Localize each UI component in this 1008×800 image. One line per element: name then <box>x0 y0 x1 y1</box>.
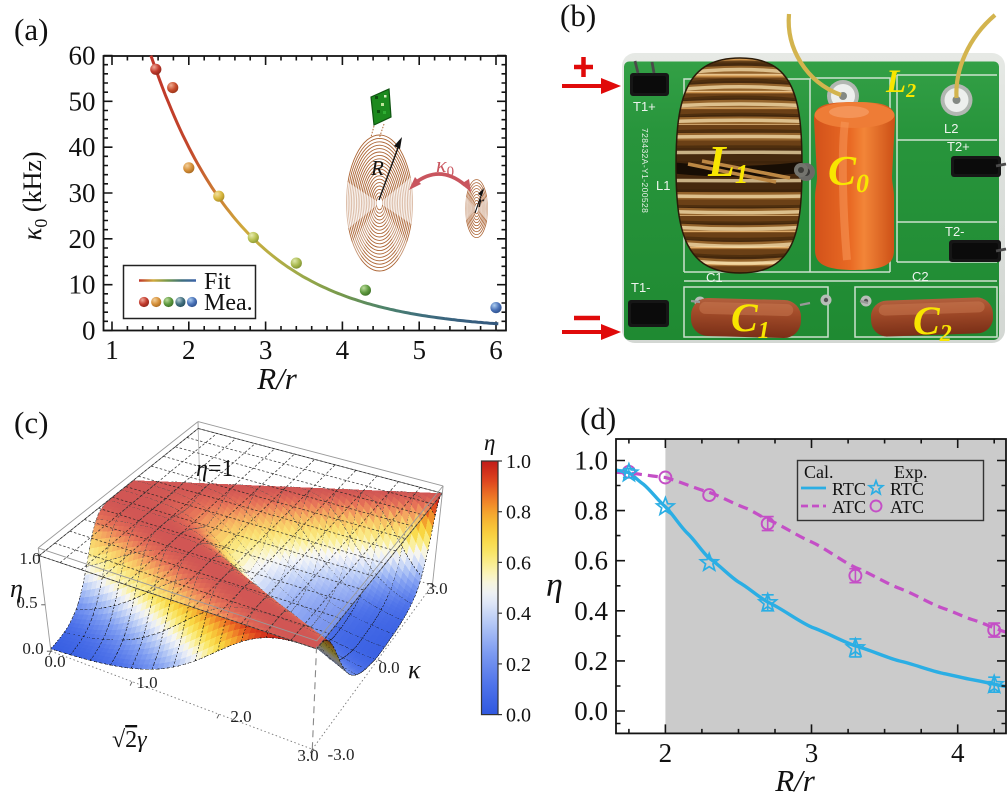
svg-text:r: r <box>478 194 485 211</box>
svg-text:1.0: 1.0 <box>506 451 531 473</box>
svg-text:50: 50 <box>69 86 96 116</box>
svg-text:T2+: T2+ <box>947 139 970 154</box>
svg-text:(a): (a) <box>14 12 48 47</box>
svg-text:η=1: η=1 <box>196 456 233 482</box>
svg-text:κ0 (kHz): κ0 (kHz) <box>17 151 51 240</box>
svg-text:0.6: 0.6 <box>506 552 531 574</box>
svg-text:0.4: 0.4 <box>574 596 608 626</box>
svg-text:(b): (b) <box>560 0 596 33</box>
svg-text:ATC: ATC <box>890 497 924 517</box>
svg-text:2: 2 <box>182 335 196 365</box>
svg-text:3: 3 <box>259 335 273 365</box>
svg-text:L1: L1 <box>656 178 670 193</box>
svg-text:Mea.: Mea. <box>204 290 253 316</box>
svg-text:η: η <box>484 430 495 455</box>
svg-text:-3.0: -3.0 <box>328 745 355 764</box>
svg-text:R/r: R/r <box>774 763 816 798</box>
svg-text:RTC: RTC <box>832 479 866 499</box>
svg-text:0.2: 0.2 <box>506 654 531 676</box>
svg-text:0.0: 0.0 <box>378 658 399 677</box>
svg-text:L2: L2 <box>944 121 958 136</box>
svg-text:η: η <box>10 574 23 603</box>
svg-text:RTC: RTC <box>890 479 924 499</box>
svg-text:C2: C2 <box>912 269 929 284</box>
svg-text:2: 2 <box>659 738 673 768</box>
svg-text:40: 40 <box>69 132 96 162</box>
svg-text:T1+: T1+ <box>633 99 656 114</box>
svg-text:Fit: Fit <box>204 269 231 295</box>
svg-text:60: 60 <box>69 41 96 71</box>
svg-text:1.0: 1.0 <box>19 549 40 568</box>
svg-text:30: 30 <box>69 178 96 208</box>
svg-text:0.2: 0.2 <box>574 646 608 676</box>
svg-text:6: 6 <box>489 335 503 365</box>
svg-text:728432A-Y1-200528: 728432A-Y1-200528 <box>640 128 650 213</box>
svg-text:(c): (c) <box>14 405 48 440</box>
svg-text:ATC: ATC <box>832 497 866 517</box>
svg-text:L2: L2 <box>885 64 916 102</box>
svg-text:T1-: T1- <box>631 280 651 295</box>
svg-text:0.8: 0.8 <box>506 502 531 524</box>
svg-text:R/r: R/r <box>256 361 298 396</box>
svg-text:5: 5 <box>412 335 426 365</box>
svg-text:0.0: 0.0 <box>44 652 65 671</box>
svg-text:1: 1 <box>105 335 119 365</box>
svg-text:4: 4 <box>951 738 965 768</box>
svg-text:κ: κ <box>408 655 421 684</box>
svg-text:0.6: 0.6 <box>574 546 608 576</box>
svg-text:4: 4 <box>336 335 350 365</box>
svg-text:2.0: 2.0 <box>230 707 251 726</box>
svg-text:3.0: 3.0 <box>297 746 318 765</box>
svg-text:T2-: T2- <box>945 224 965 239</box>
svg-text:10: 10 <box>69 270 96 300</box>
svg-text:Cal.: Cal. <box>804 462 834 482</box>
svg-text:C1: C1 <box>706 270 723 285</box>
svg-text:0: 0 <box>82 316 96 346</box>
svg-text:1.0: 1.0 <box>136 673 157 692</box>
svg-text:0.0: 0.0 <box>506 705 531 727</box>
svg-text:0.8: 0.8 <box>574 496 608 526</box>
svg-text:κ0: κ0 <box>436 152 454 180</box>
svg-text:0.4: 0.4 <box>506 603 531 625</box>
svg-text:√2γ: √2γ <box>112 727 147 753</box>
svg-text:1.0: 1.0 <box>574 446 608 476</box>
svg-text:20: 20 <box>69 224 96 254</box>
svg-text:η: η <box>546 567 563 604</box>
svg-text:(d): (d) <box>580 401 616 436</box>
svg-text:0.0: 0.0 <box>22 639 43 658</box>
svg-text:0.0: 0.0 <box>574 696 608 726</box>
svg-text:3.0: 3.0 <box>426 579 447 598</box>
svg-text:R: R <box>370 156 384 180</box>
